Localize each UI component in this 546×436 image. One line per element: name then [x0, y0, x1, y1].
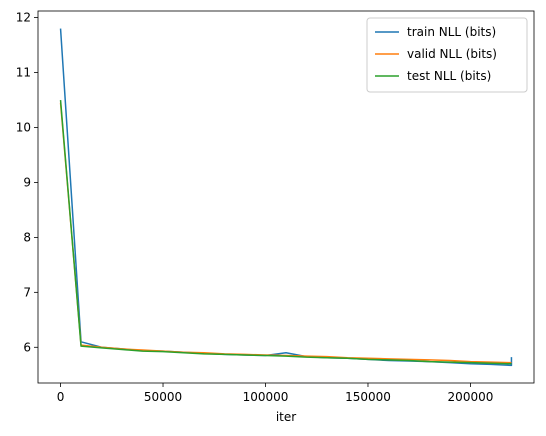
x-tick-label: 150000	[345, 390, 391, 404]
y-tick-label: 12	[16, 11, 31, 25]
y-tick-label: 6	[23, 340, 31, 354]
x-tick-label: 100000	[243, 390, 289, 404]
y-axis: 6 7 8 9 10 11 12	[16, 11, 38, 354]
legend: train NLL (bits) valid NLL (bits) test NLL…	[366, 17, 528, 93]
y-tick-label: 10	[16, 120, 31, 134]
plot-area-frame	[37, 10, 535, 384]
legend-label: valid NLL (bits)	[407, 47, 497, 61]
x-axis-title: iter	[276, 410, 296, 424]
series-line-3	[59, 99, 512, 365]
x-tick-label: 200000	[448, 390, 494, 404]
y-tick-label: 8	[23, 230, 31, 244]
legend-label: train NLL (bits)	[407, 25, 496, 39]
x-tick-label: 0	[57, 390, 65, 404]
legend-label: test NLL (bits)	[407, 69, 491, 83]
y-tick-label: 7	[23, 285, 31, 299]
legend-box	[366, 17, 528, 93]
y-tick-label: 9	[23, 175, 31, 189]
plot-lines	[59, 28, 513, 367]
x-axis: 0 50000 100000 150000 200000	[57, 383, 494, 404]
x-tick-label: 50000	[144, 390, 182, 404]
y-tick-label: 11	[16, 66, 31, 80]
